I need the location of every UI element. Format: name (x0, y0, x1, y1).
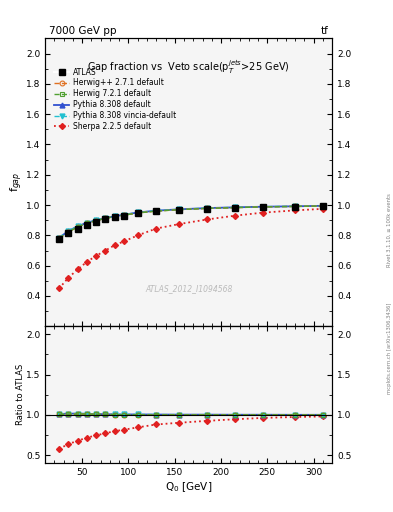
X-axis label: Q$_0$ [GeV]: Q$_0$ [GeV] (165, 480, 212, 494)
Text: mcplots.cern.ch [arXiv:1306.3436]: mcplots.cern.ch [arXiv:1306.3436] (387, 303, 391, 394)
Y-axis label: f$_{gap}$: f$_{gap}$ (8, 172, 25, 193)
Text: Rivet 3.1.10, ≥ 100k events: Rivet 3.1.10, ≥ 100k events (387, 194, 391, 267)
Text: ATLAS_2012_I1094568: ATLAS_2012_I1094568 (145, 284, 232, 293)
Text: 7000 GeV pp: 7000 GeV pp (49, 26, 117, 36)
Text: Gap fraction vs  Veto scale(p$_T^{jets}$>25 GeV): Gap fraction vs Veto scale(p$_T^{jets}$>… (87, 58, 290, 76)
Y-axis label: Ratio to ATLAS: Ratio to ATLAS (16, 364, 25, 425)
Text: tf: tf (320, 26, 328, 36)
Legend: ATLAS, Herwig++ 2.7.1 default, Herwig 7.2.1 default, Pythia 8.308 default, Pythi: ATLAS, Herwig++ 2.7.1 default, Herwig 7.… (52, 65, 178, 134)
